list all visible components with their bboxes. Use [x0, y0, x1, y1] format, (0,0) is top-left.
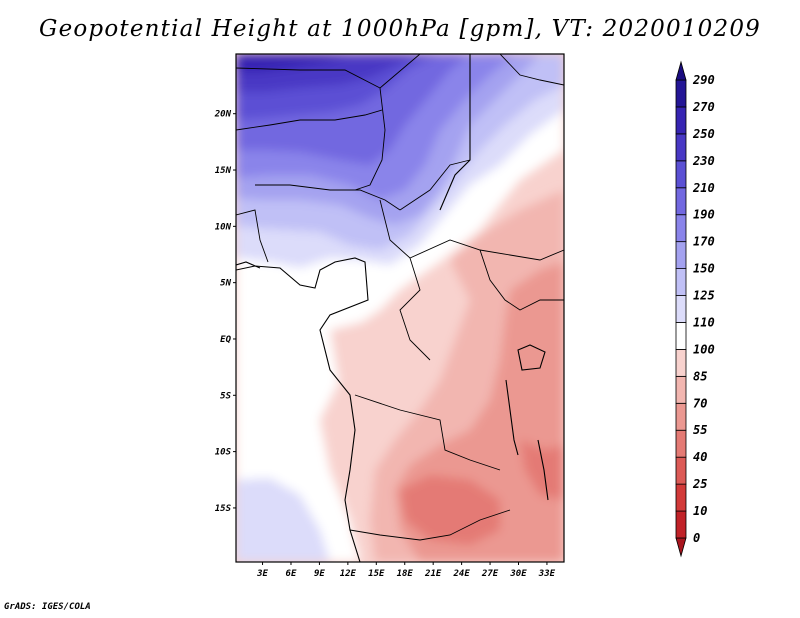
lon-label: 3E	[256, 569, 268, 579]
colorbar-label: 210	[692, 181, 715, 195]
colorbar-label: 25	[692, 477, 707, 491]
lon-label: 30E	[509, 569, 527, 579]
map-title: Geopotential Height at 1000hPa [gpm], VT…	[39, 16, 761, 42]
lat-label: 10N	[215, 222, 232, 232]
field-125-band-southwest	[236, 478, 330, 562]
field-110-band	[236, 95, 564, 562]
colorbar-swatch	[675, 429, 687, 458]
field-55-band	[400, 475, 500, 545]
lon-label: 18E	[397, 569, 414, 579]
colorbar-label: 150	[693, 262, 715, 276]
colorbar-label: 170	[693, 235, 715, 249]
lon-label: 24E	[452, 569, 470, 579]
west-coast	[236, 257, 369, 562]
lon-label: 6E	[286, 569, 297, 579]
colorbar-label: 250	[692, 127, 715, 141]
colorbar-swatch	[675, 402, 687, 431]
colorbar-swatch	[675, 537, 687, 558]
colorbar-label: 100	[693, 342, 715, 356]
lat-label: 15N	[215, 166, 232, 176]
height-field	[236, 54, 564, 562]
colorbar-swatch	[675, 79, 687, 108]
colorbar-swatch	[675, 160, 687, 189]
lon-label: 21E	[424, 569, 442, 579]
field-270-band	[236, 54, 350, 72]
grads-credit: GrADS: IGES/COLA	[4, 602, 91, 612]
colorbar-swatch	[675, 483, 687, 512]
colorbar-swatch	[675, 60, 687, 81]
colorbar-swatch	[675, 214, 687, 243]
lat-label: 10S	[215, 448, 232, 458]
lake-malawi	[537, 439, 549, 501]
lon-label: 27E	[481, 569, 499, 579]
colorbar-label: 40	[693, 450, 707, 464]
colorbar-label: 85	[693, 369, 707, 383]
colorbar-swatch	[675, 456, 687, 485]
colorbar-label: 230	[692, 154, 715, 168]
lon-label: 15E	[368, 569, 385, 579]
lat-label: 5N	[220, 279, 231, 289]
colorbar: 0 10 25 40 55 70 85 100 110 125 150 170 190 210 230 250…	[675, 60, 715, 558]
plot-frame	[235, 53, 565, 563]
colorbar-swatch	[675, 295, 687, 323]
colorbar-label: 190	[693, 208, 715, 222]
colorbar-swatch	[675, 375, 687, 404]
colorbar-swatch	[675, 322, 687, 350]
colorbar-swatch	[675, 133, 687, 162]
colorbar-label: 290	[692, 73, 715, 87]
colorbar-swatch	[675, 510, 687, 539]
colorbar-swatch	[675, 268, 687, 296]
field-55-band-east	[520, 440, 564, 500]
colorbar-swatch	[675, 241, 687, 269]
colorbar-label: 270	[692, 100, 715, 114]
lat-label: 15S	[215, 504, 232, 514]
lake-victoria	[517, 344, 546, 371]
lake-tanganyika	[505, 379, 519, 456]
colorbar-label: 125	[693, 289, 715, 303]
latitude-axis: 20N 15N 10N 5N EQ 5S 10S 15S	[214, 110, 236, 514]
colorbar-label: 70	[693, 396, 707, 410]
lat-label: 20N	[214, 110, 232, 120]
colorbar-label: 110	[693, 315, 715, 329]
colorbar-swatch	[675, 106, 687, 135]
colorbar-label: 0	[693, 531, 700, 545]
lat-label: 5S	[220, 391, 231, 401]
lon-label: 33E	[538, 569, 556, 579]
lon-label: 12E	[340, 569, 357, 579]
colorbar-label: 10	[693, 504, 707, 518]
gulf-coast	[236, 261, 261, 269]
lon-label: 9E	[314, 569, 325, 579]
colorbar-swatch	[675, 187, 687, 216]
colorbar-swatch	[675, 349, 687, 377]
colorbar-label: 55	[693, 423, 707, 437]
lat-label: EQ	[220, 335, 231, 345]
country-borders	[236, 54, 564, 541]
longitude-axis: 3E 6E 9E 12E 15E 18E 21E 24E 27E 30E 33E	[256, 562, 556, 579]
